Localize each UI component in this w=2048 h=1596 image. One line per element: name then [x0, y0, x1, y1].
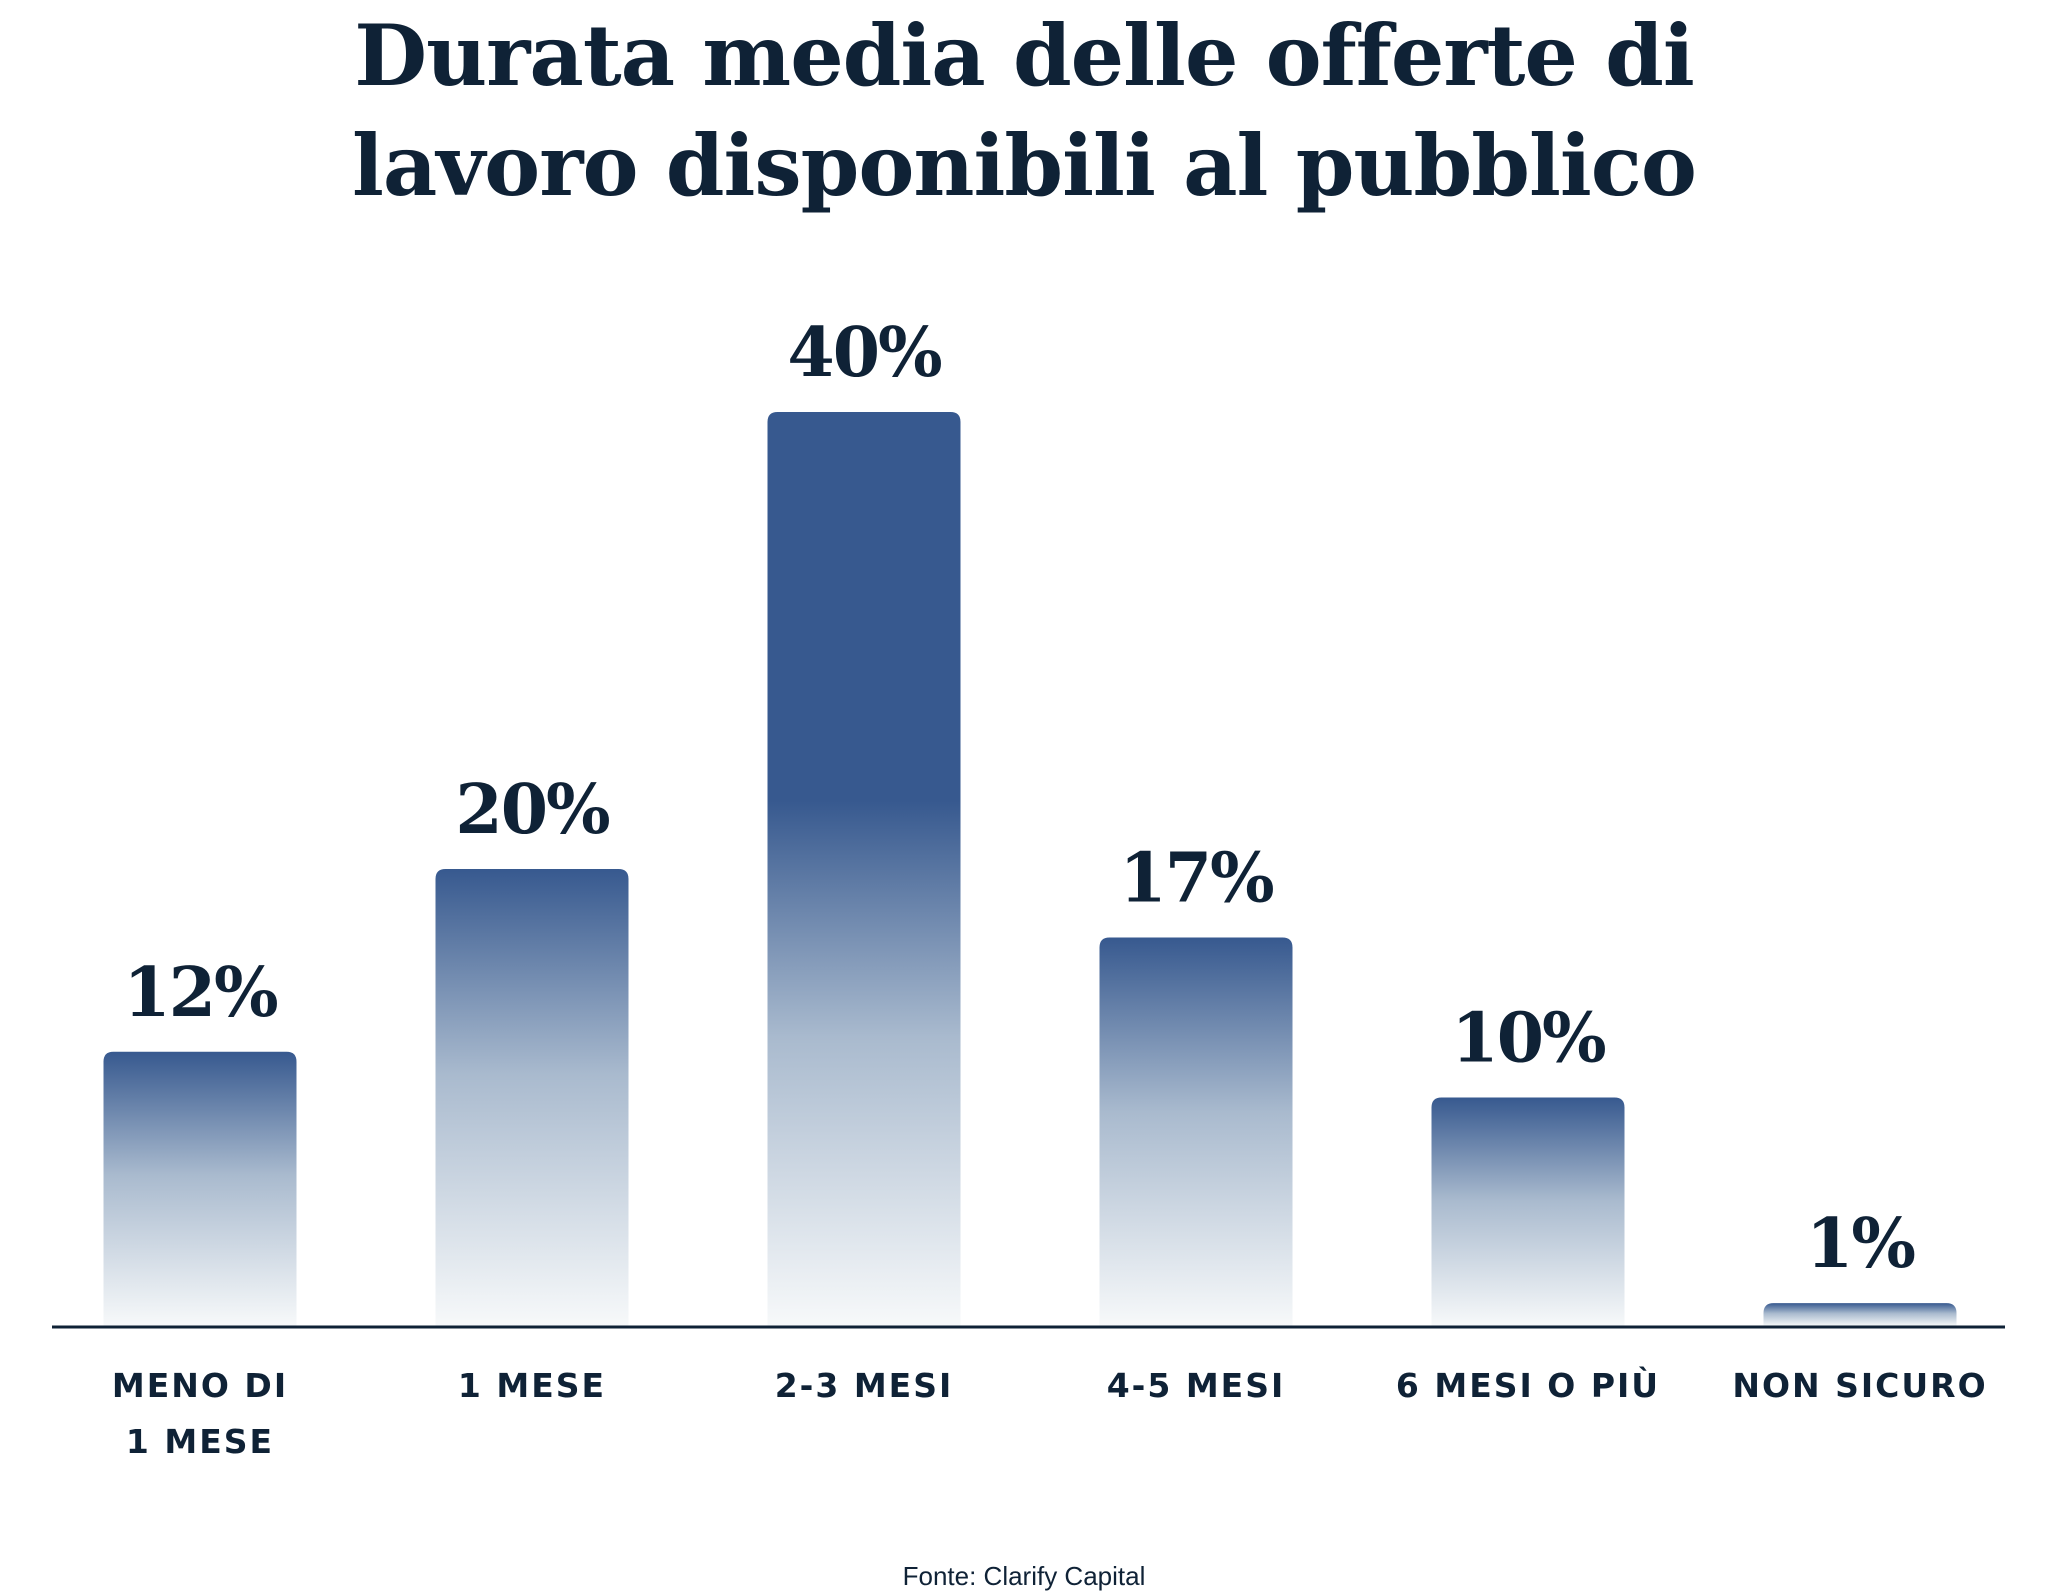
value-label: 10%	[1451, 999, 1605, 1079]
bar	[1431, 1097, 1625, 1326]
category-label: 6 MESI O PIÙ	[1396, 1365, 1660, 1405]
bar	[767, 412, 961, 1326]
category-label: NON SICURO	[1732, 1366, 1987, 1405]
value-label: 1%	[1806, 1204, 1914, 1284]
bar	[103, 1051, 297, 1326]
bar	[435, 869, 629, 1326]
value-label: 40%	[787, 313, 941, 393]
category-label: 4-5 MESI	[1107, 1366, 1286, 1405]
value-label: 17%	[1119, 839, 1273, 919]
category-label: 1 MESE	[126, 1422, 274, 1461]
source-note: Fonte: Clarify Capital	[903, 1561, 1146, 1591]
value-label: 20%	[455, 770, 609, 850]
bar	[1099, 937, 1293, 1326]
chart-title-line-1: Durata media delle offerte di	[354, 6, 1694, 105]
value-label: 12%	[123, 953, 277, 1033]
category-label: 1 MESE	[458, 1366, 606, 1405]
category-label: MENO DI	[112, 1366, 288, 1405]
category-label: 2-3 MESI	[775, 1366, 954, 1405]
bar	[1763, 1303, 1957, 1326]
chart-title-line-2: lavoro disponibili al pubblico	[352, 116, 1696, 215]
